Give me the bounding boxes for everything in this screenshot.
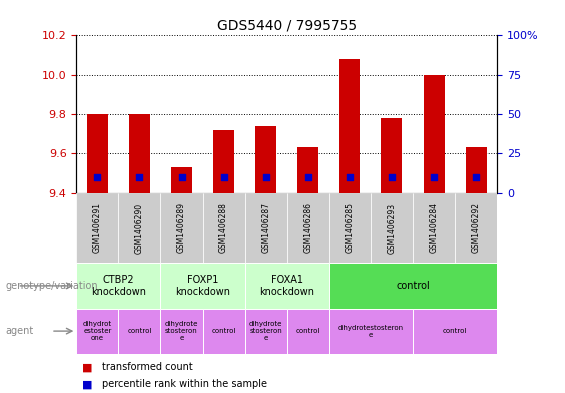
Text: transformed count: transformed count: [102, 362, 193, 373]
Point: [177, 174, 186, 180]
Point: [219, 174, 228, 180]
Text: control: control: [443, 328, 467, 334]
Point: [388, 174, 397, 180]
Bar: [202, 193, 245, 263]
Bar: [119, 193, 160, 263]
Point: [135, 174, 144, 180]
Bar: [466, 147, 486, 193]
Bar: [255, 126, 276, 193]
Bar: [213, 130, 234, 193]
Text: CTBP2
knockdown: CTBP2 knockdown: [91, 275, 146, 297]
Text: FOXP1
knockdown: FOXP1 knockdown: [175, 275, 230, 297]
Text: control: control: [295, 328, 320, 334]
Bar: [329, 193, 371, 263]
Text: GSM1406287: GSM1406287: [261, 202, 270, 253]
Text: dihydrote
stosteron
e: dihydrote stosteron e: [249, 321, 282, 341]
Bar: [160, 309, 202, 354]
Point: [345, 174, 354, 180]
Text: FOXA1
knockdown: FOXA1 knockdown: [259, 275, 314, 297]
Bar: [202, 309, 245, 354]
Text: GSM1406291: GSM1406291: [93, 202, 102, 253]
Bar: [424, 75, 445, 193]
Point: [93, 174, 102, 180]
Bar: [245, 193, 287, 263]
Bar: [245, 309, 287, 354]
Bar: [76, 263, 160, 309]
Text: dihydrote
stosteron
e: dihydrote stosteron e: [165, 321, 198, 341]
Bar: [329, 263, 497, 309]
Text: dihydrot
estoster
one: dihydrot estoster one: [82, 321, 112, 341]
Point: [261, 174, 270, 180]
Text: GSM1406289: GSM1406289: [177, 202, 186, 253]
Bar: [371, 193, 413, 263]
Text: genotype/variation: genotype/variation: [6, 281, 98, 291]
Bar: [413, 309, 497, 354]
Bar: [160, 193, 202, 263]
Text: control: control: [396, 281, 430, 291]
Bar: [129, 114, 150, 193]
Bar: [287, 309, 329, 354]
Text: agent: agent: [6, 326, 34, 336]
Text: ■: ■: [82, 379, 93, 389]
Bar: [297, 147, 318, 193]
Text: control: control: [127, 328, 151, 334]
Text: control: control: [211, 328, 236, 334]
Text: GSM1406290: GSM1406290: [135, 202, 144, 253]
Bar: [76, 193, 119, 263]
Point: [303, 174, 312, 180]
Bar: [329, 309, 413, 354]
Text: GSM1406292: GSM1406292: [472, 202, 481, 253]
Text: GSM1406293: GSM1406293: [388, 202, 397, 253]
Bar: [381, 118, 402, 193]
Text: dihydrotestosteron
e: dihydrotestosteron e: [338, 325, 404, 338]
Title: GDS5440 / 7995755: GDS5440 / 7995755: [216, 19, 357, 33]
Bar: [119, 309, 160, 354]
Text: GSM1406288: GSM1406288: [219, 202, 228, 253]
Bar: [245, 263, 329, 309]
Bar: [413, 193, 455, 263]
Bar: [455, 193, 497, 263]
Bar: [160, 263, 245, 309]
Text: percentile rank within the sample: percentile rank within the sample: [102, 379, 267, 389]
Text: GSM1406286: GSM1406286: [303, 202, 312, 253]
Bar: [171, 167, 192, 193]
Text: GSM1406284: GSM1406284: [429, 202, 438, 253]
Point: [429, 174, 438, 180]
Text: GSM1406285: GSM1406285: [345, 202, 354, 253]
Bar: [87, 114, 108, 193]
Bar: [340, 59, 360, 193]
Bar: [76, 309, 119, 354]
Text: ■: ■: [82, 362, 93, 373]
Point: [472, 174, 481, 180]
Bar: [287, 193, 329, 263]
